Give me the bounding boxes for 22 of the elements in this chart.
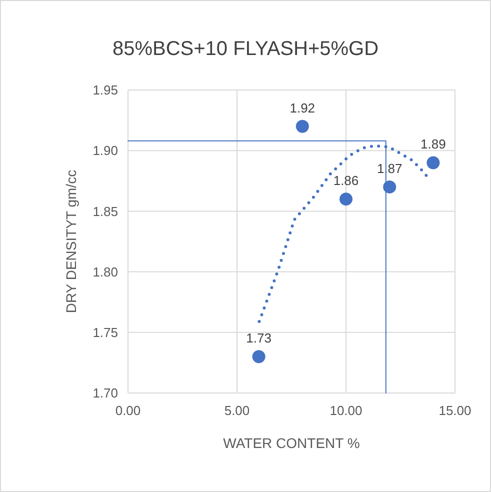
data-label: 1.86 xyxy=(333,173,359,188)
chart-title: 85%BCS+10 FLYASH+5%GD xyxy=(112,38,379,60)
x-tick-label: 0.00 xyxy=(115,403,141,418)
point xyxy=(383,180,396,194)
point xyxy=(296,120,309,133)
x-tick-label: 15.00 xyxy=(438,403,472,418)
data-label: 1.89 xyxy=(420,136,446,152)
y-tick-label: 1.80 xyxy=(92,264,118,280)
y-tick-label: 1.75 xyxy=(92,324,118,340)
data-label: 1.92 xyxy=(290,100,316,116)
data-label: 1.73 xyxy=(246,330,272,346)
y-tick-label: 1.70 xyxy=(92,386,118,401)
point xyxy=(252,350,266,364)
y-tick-label: 1.85 xyxy=(92,204,118,219)
y-axis-title: DRY DENSITYT gm/cc xyxy=(63,170,79,314)
x-axis-title: WATER CONTENT % xyxy=(223,435,360,451)
y-tick-label: 1.95 xyxy=(92,82,118,98)
y-tick-label: 1.90 xyxy=(92,143,118,158)
x-tick-label: 10.00 xyxy=(330,403,362,418)
point xyxy=(426,156,440,170)
x-tick-label: 5.00 xyxy=(224,403,250,418)
point xyxy=(340,192,352,206)
